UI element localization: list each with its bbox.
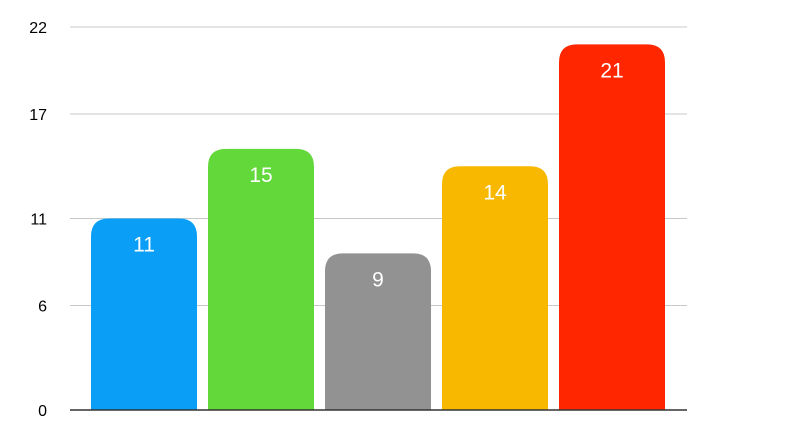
bar — [442, 166, 548, 410]
bar — [208, 148, 314, 410]
data-label: 11 — [133, 234, 155, 257]
y-tick-label: 0 — [38, 403, 47, 420]
data-label: 21 — [600, 59, 623, 82]
bar — [325, 253, 431, 410]
data-label: 14 — [483, 181, 507, 204]
data-label: 9 — [372, 268, 384, 291]
y-tick-label: 6 — [38, 299, 47, 316]
y-tick-label: 22 — [29, 20, 47, 37]
y-tick-label: 11 — [30, 212, 47, 229]
y-tick-label: 17 — [29, 107, 47, 124]
bar — [559, 44, 665, 411]
data-label: 15 — [249, 164, 272, 187]
bar — [91, 218, 197, 410]
